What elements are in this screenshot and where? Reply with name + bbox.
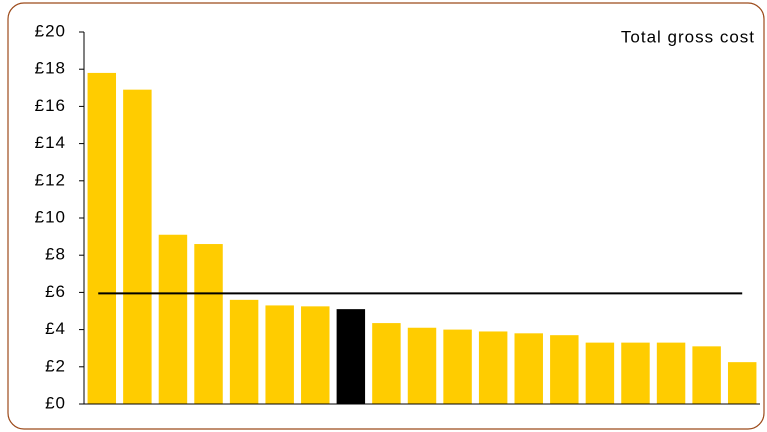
bar [478,331,508,404]
bar [87,72,117,405]
chart-title: Total gross cost [621,27,755,46]
y-tick-label: £6 [45,282,66,301]
y-tick-label: £20 [35,21,66,40]
y-tick-label: £16 [35,96,66,115]
bar [550,335,579,404]
bar [727,362,757,404]
bar [301,306,330,404]
y-tick-label: £4 [45,319,66,338]
y-tick-label: £12 [35,170,66,189]
y-tick-label: £10 [35,207,66,226]
bar [336,309,366,404]
bar [621,342,650,404]
bar [158,234,188,404]
y-tick-label: £18 [35,59,66,78]
bar [123,89,152,404]
bar [265,305,294,404]
bar [229,299,259,404]
bar [692,346,721,404]
bar [407,327,437,404]
bar [585,342,615,404]
bar [372,323,401,404]
bar [443,329,472,404]
bar [194,244,223,404]
bar [656,342,686,404]
y-tick-label: £8 [45,245,66,264]
bar [514,333,543,404]
y-tick-label: £0 [45,393,66,412]
y-tick-label: £2 [45,356,66,375]
y-tick-label: £14 [35,133,66,152]
